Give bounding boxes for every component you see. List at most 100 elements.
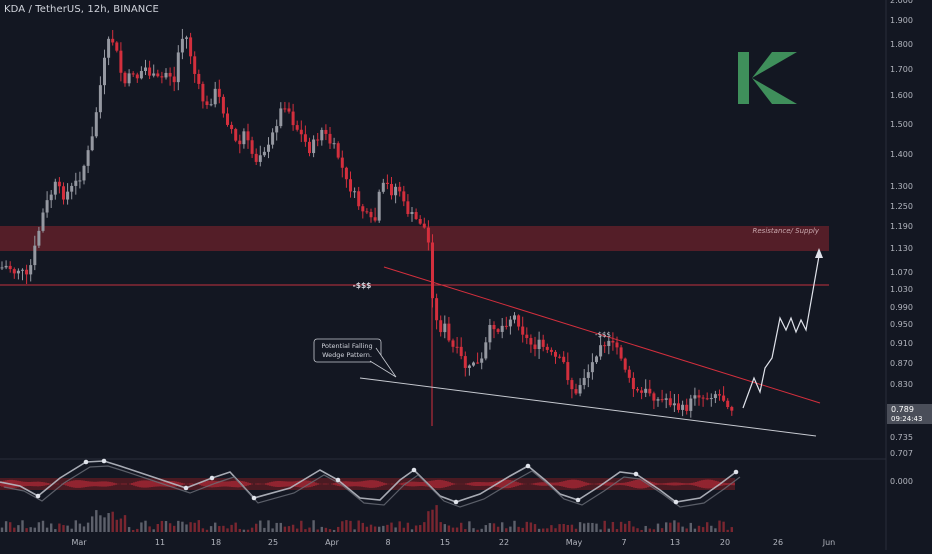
volume-bar [226, 528, 229, 532]
candle-body [242, 131, 246, 145]
candle-body [328, 133, 332, 144]
volume-bar [107, 513, 110, 532]
candle-body [107, 38, 111, 58]
volume-bar [394, 527, 397, 532]
volume-bar [218, 526, 221, 532]
wedge-lower-line [359, 377, 817, 437]
volume-bar [685, 528, 688, 532]
candle-body [320, 129, 324, 141]
candle-body [718, 394, 721, 396]
candle-body [447, 323, 451, 341]
volume-bar [234, 522, 237, 532]
volume-bar [652, 529, 656, 532]
projection-path [742, 255, 820, 409]
candle-body [660, 399, 664, 401]
price-axis[interactable]: 2.000 1.900 1.800 1.700 1.600 1.500 1.400 1.300… [890, 0, 913, 458]
candle-body [697, 395, 701, 398]
volume-bar [693, 528, 697, 532]
candle-body [385, 182, 389, 184]
volume-bar [578, 522, 582, 532]
candle-body [590, 362, 594, 373]
volume-bar [718, 520, 721, 532]
volume-bar [45, 527, 49, 532]
volume-bar [583, 523, 586, 532]
volume-bar [714, 528, 717, 532]
candle-body [144, 67, 147, 71]
volume-bar [136, 528, 139, 532]
candle-body [291, 111, 295, 126]
volume-bar [706, 522, 709, 532]
volume-bar [689, 522, 692, 532]
volume-bar [328, 529, 332, 532]
volume-bar [431, 509, 434, 532]
volume-bar [603, 520, 606, 532]
candle-body [459, 346, 463, 357]
price-tick-label: 1.070 [890, 268, 913, 277]
candle-body [644, 388, 648, 393]
candle-body [287, 108, 291, 112]
candle-body [517, 315, 521, 327]
candle-body [533, 344, 537, 350]
time-tick-label: 18 [211, 538, 221, 547]
volume-bar [267, 520, 270, 532]
oscillator-dot [251, 495, 257, 501]
price-tick-label: 1.250 [890, 202, 913, 211]
candle-body [426, 227, 430, 243]
candle-body [480, 358, 484, 363]
candle-body [615, 342, 619, 348]
volume-bar [365, 526, 369, 532]
candle-body [463, 356, 467, 368]
candle-body [496, 329, 500, 332]
time-tick-label: 13 [670, 538, 680, 547]
volume-bar [78, 523, 82, 532]
candle-body [271, 132, 275, 145]
volume-bar [624, 523, 627, 532]
candle-body [435, 298, 439, 321]
candle-body [410, 212, 414, 215]
volume-bar [472, 528, 475, 532]
volume-bar [435, 505, 438, 532]
candle-body [33, 245, 37, 266]
candle-body [390, 183, 393, 196]
candle-body [693, 395, 697, 399]
time-tick-label: May [566, 538, 583, 547]
oscillator-dot [525, 463, 531, 469]
candle-body [451, 340, 455, 347]
volume-bar [271, 528, 274, 532]
volume-bar [570, 524, 574, 532]
volume-bar [501, 522, 504, 532]
volume-bar [636, 528, 639, 532]
oscillator-dot [183, 485, 189, 491]
candle-body [672, 403, 676, 406]
candle-body [152, 73, 156, 76]
volume-bar [320, 526, 323, 532]
candle-body [197, 73, 201, 84]
candle-body [275, 126, 279, 133]
candle-body [148, 67, 152, 76]
candle-body [656, 399, 660, 401]
volume-bar [595, 523, 598, 532]
callout-line-1: Potential Falling [321, 342, 372, 350]
candle-body [193, 56, 197, 74]
volume-bar [185, 524, 188, 532]
candle-body [164, 72, 168, 78]
volume-bar [628, 520, 631, 532]
candle-body [209, 104, 213, 106]
volume-bar [537, 528, 541, 532]
candles [0, 28, 734, 426]
volume-bar [611, 521, 615, 532]
volume-bar [619, 521, 623, 532]
volume-bar [402, 527, 405, 532]
volume-bar [37, 522, 41, 532]
time-axis[interactable]: Mar 11 18 25 Apr 8 15 22 May 7 13 20 26 Jun [71, 538, 835, 547]
candle-body [262, 151, 266, 156]
price-tick-label: 1.400 [890, 150, 913, 159]
liquidity-line-label: -$$$ [353, 281, 372, 290]
price-tick-label: 1.600 [890, 91, 913, 100]
volume-bar [414, 525, 418, 532]
volume-bar [66, 525, 69, 532]
volume-bar [468, 521, 471, 532]
volume-bar [492, 523, 496, 532]
volume-bars [0, 505, 733, 532]
